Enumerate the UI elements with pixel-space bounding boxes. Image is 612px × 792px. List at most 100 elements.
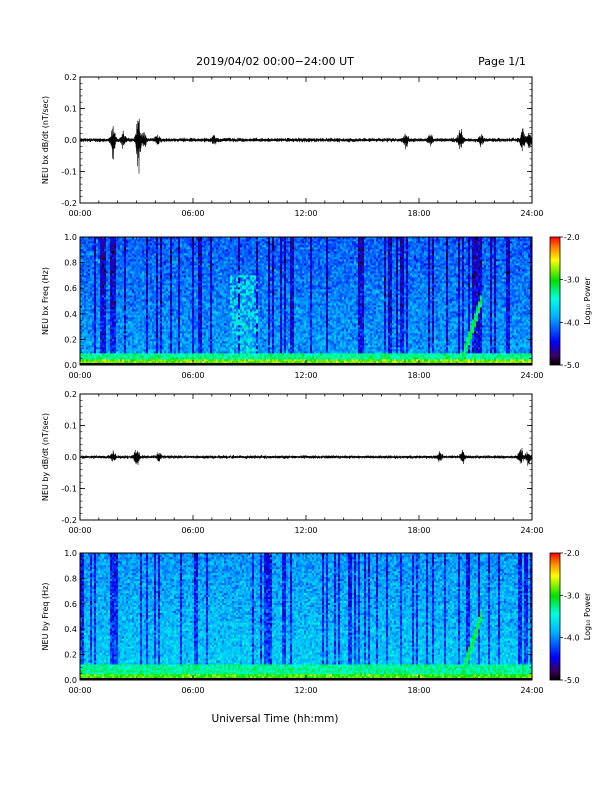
spectrogram-cell	[134, 333, 137, 336]
spectrogram-cell	[226, 251, 229, 254]
spectrogram-cell	[202, 251, 205, 254]
spectrogram-cell	[130, 269, 133, 272]
spectrogram-cell	[166, 263, 169, 266]
spectrogram-cell	[162, 277, 165, 280]
spectrogram-cell	[138, 247, 141, 250]
spectrogram-cell	[150, 325, 153, 328]
spectrogram-cell	[102, 239, 105, 242]
spectrogram-cell	[230, 327, 233, 330]
spectrogram-cell	[138, 273, 141, 276]
spectrogram-cell	[168, 287, 171, 290]
spectrogram-cell	[84, 305, 87, 308]
spectrogram-cell	[212, 277, 215, 280]
spectrogram-cell	[152, 351, 155, 354]
spectrogram-cell	[216, 351, 219, 354]
spectrogram-cell	[104, 337, 107, 340]
spectrogram-cell	[222, 329, 225, 332]
spectrogram-cell	[158, 325, 161, 328]
spectrogram-cell	[206, 335, 209, 338]
spectrogram-cell	[208, 329, 211, 332]
spectrogram-cell	[198, 349, 201, 352]
spectrogram-cell	[116, 297, 119, 300]
spectrogram-cell	[98, 267, 101, 270]
spectrogram-cell	[84, 291, 87, 294]
spectrogram-cell	[176, 273, 179, 276]
spectrogram-cell	[178, 303, 181, 306]
spectrogram-cell	[88, 335, 91, 338]
spectrogram-cell	[90, 353, 93, 356]
spectrogram-cell	[218, 309, 221, 312]
spectrogram-cell	[122, 263, 125, 266]
spectrogram-cell	[84, 259, 87, 262]
spectrogram-cell	[134, 275, 137, 278]
spectrogram-cell	[84, 319, 87, 322]
spectrogram-cell	[166, 287, 169, 290]
spectrogram-cell	[154, 287, 157, 290]
spectrogram-cell	[218, 251, 221, 254]
spectrogram-cell	[200, 337, 203, 340]
spectrogram-cell	[148, 305, 151, 308]
spectrogram-cell	[182, 277, 185, 280]
spectrogram-cell	[204, 287, 207, 290]
spectrogram-cell	[202, 315, 205, 318]
spectrogram-cell	[88, 301, 91, 304]
spectrogram-cell	[222, 323, 225, 326]
spectrogram-cell	[166, 319, 169, 322]
spectrogram-cell	[100, 275, 103, 278]
spectrogram-cell	[204, 343, 207, 346]
spectrogram-cell	[138, 289, 141, 292]
spectrogram-cell	[86, 277, 89, 280]
spectrogram-cell	[166, 331, 169, 334]
spectrogram-cell	[90, 329, 93, 332]
spectrogram-cell	[222, 305, 225, 308]
spectrogram-cell	[206, 355, 209, 358]
spectrogram-cell	[104, 329, 107, 332]
spectrogram-cell	[114, 351, 117, 354]
spectrogram-cell	[162, 333, 165, 336]
spectrogram-cell	[160, 271, 163, 274]
spectrogram-cell	[192, 357, 195, 360]
spectrogram-cell	[136, 321, 139, 324]
spectrogram-cell	[92, 361, 95, 364]
spectrogram-cell	[106, 357, 109, 360]
spectrogram-cell	[94, 249, 97, 252]
spectrogram-cell	[194, 259, 197, 262]
spectrogram-cell	[194, 243, 197, 246]
spectrogram-cell	[130, 279, 133, 282]
spectrogram-cell	[166, 285, 169, 288]
spectrogram-cell	[214, 327, 217, 330]
spectrogram-cell	[124, 283, 127, 286]
spectrogram-cell	[164, 317, 167, 320]
spectrogram-cell	[212, 317, 215, 320]
spectrogram-cell	[108, 331, 111, 334]
spectrogram-cell	[120, 281, 123, 284]
spectrogram-cell	[142, 343, 145, 346]
spectrogram-cell	[94, 315, 97, 318]
panel-1: 0.20.10.0-0.1-0.200:00 06:00 12:00 18:00 24:…	[41, 73, 544, 218]
spectrogram-cell	[184, 261, 187, 264]
spectrogram-cell	[86, 337, 89, 340]
spectrogram-cell	[104, 321, 107, 324]
spectrogram-cell	[198, 301, 201, 304]
spectrogram-cell	[168, 317, 171, 320]
spectrogram-cell	[162, 315, 165, 318]
spectrogram-cell	[148, 311, 151, 314]
spectrogram-cell	[228, 325, 231, 328]
spectrogram-cell	[208, 307, 211, 310]
spectrogram-cell	[182, 341, 185, 344]
spectrogram-cell	[92, 307, 95, 310]
spectrogram-cell	[150, 301, 153, 304]
spectrogram-cell	[140, 343, 143, 346]
spectrogram-cell	[126, 351, 129, 354]
spectrogram-cell	[152, 299, 155, 302]
spectrogram-cell	[194, 335, 197, 338]
spectrogram-cell	[82, 315, 85, 318]
spectrogram-cell	[146, 313, 149, 316]
spectrogram-cell	[166, 341, 169, 344]
spectrogram-cell	[114, 357, 117, 360]
spectrogram-cell	[178, 359, 181, 362]
spectrogram-cell	[106, 249, 109, 252]
spectrogram-cell	[142, 283, 145, 286]
spectrogram-cell	[162, 283, 165, 286]
spectrogram-cell	[226, 357, 229, 360]
